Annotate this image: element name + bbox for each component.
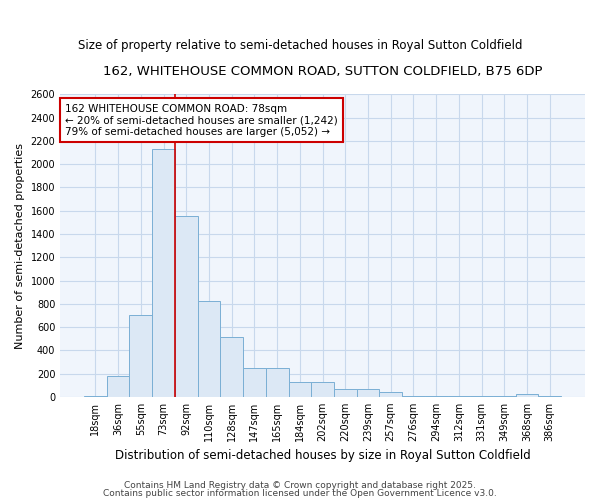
Bar — [266, 368, 289, 397]
Bar — [402, 396, 425, 397]
Bar — [152, 149, 175, 397]
Bar — [175, 216, 197, 397]
Bar — [220, 338, 243, 397]
Bar — [538, 396, 561, 397]
Text: 162 WHITEHOUSE COMMON ROAD: 78sqm
← 20% of semi-detached houses are smaller (1,2: 162 WHITEHOUSE COMMON ROAD: 78sqm ← 20% … — [65, 104, 338, 136]
Bar — [334, 389, 356, 397]
Bar — [243, 368, 266, 397]
Bar — [470, 396, 493, 397]
Text: Contains HM Land Registry data © Crown copyright and database right 2025.: Contains HM Land Registry data © Crown c… — [124, 481, 476, 490]
Bar — [197, 301, 220, 397]
Bar — [311, 382, 334, 397]
Bar — [289, 382, 311, 397]
Text: Contains public sector information licensed under the Open Government Licence v3: Contains public sector information licen… — [103, 488, 497, 498]
Bar — [107, 376, 130, 397]
Bar — [130, 316, 152, 397]
Bar — [84, 396, 107, 397]
Bar — [516, 394, 538, 397]
Title: 162, WHITEHOUSE COMMON ROAD, SUTTON COLDFIELD, B75 6DP: 162, WHITEHOUSE COMMON ROAD, SUTTON COLD… — [103, 65, 542, 78]
Text: Size of property relative to semi-detached houses in Royal Sutton Coldfield: Size of property relative to semi-detach… — [78, 40, 522, 52]
X-axis label: Distribution of semi-detached houses by size in Royal Sutton Coldfield: Distribution of semi-detached houses by … — [115, 450, 530, 462]
Bar — [425, 396, 448, 397]
Bar — [493, 396, 516, 397]
Bar — [448, 396, 470, 397]
Y-axis label: Number of semi-detached properties: Number of semi-detached properties — [15, 142, 25, 348]
Bar — [379, 392, 402, 397]
Bar — [356, 389, 379, 397]
